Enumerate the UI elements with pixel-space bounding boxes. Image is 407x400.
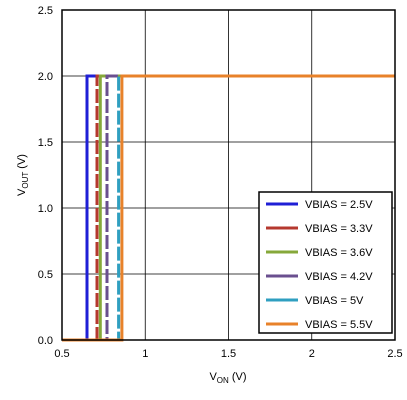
x-tick-label: 2.5 (387, 348, 402, 360)
legend-box (258, 191, 393, 334)
y-tick-label: 1.5 (38, 137, 53, 149)
y-tick-label: 2.5 (38, 5, 53, 17)
legend-label-4: VBIAS = 5V (305, 295, 364, 307)
x-axis-label: VON (V) (209, 371, 246, 385)
x-tick-label: 1.5 (221, 348, 236, 360)
legend-label-2: VBIAS = 3.6V (305, 247, 373, 259)
tick-labels: 0.5 1 1.5 2 2.50.00.51.01.52.02.5 (38, 5, 403, 360)
legend-label-5: VBIAS = 5.5V (305, 319, 373, 331)
y-tick-label: 2.0 (38, 71, 53, 83)
legend-label-1: VBIAS = 3.3V (305, 223, 373, 235)
y-axis-label: VOUT (V) (16, 154, 30, 196)
x-tick-label: 1 (142, 348, 148, 360)
y-tick-label: 0.5 (38, 269, 53, 281)
x-tick-label: 0.5 (54, 348, 69, 360)
x-tick-label: 2 (309, 348, 315, 360)
plot-frame (61, 9, 396, 341)
legend: VBIAS = 2.5V VBIAS = 3.3V VBIAS = 3.6V VBIA… (258, 191, 393, 334)
legend-label-3: VBIAS = 4.2V (305, 271, 373, 283)
y-tick-label: 0.0 (38, 335, 53, 347)
legend-label-0: VBIAS = 2.5V (305, 199, 373, 211)
y-tick-label: 1.0 (38, 203, 53, 215)
